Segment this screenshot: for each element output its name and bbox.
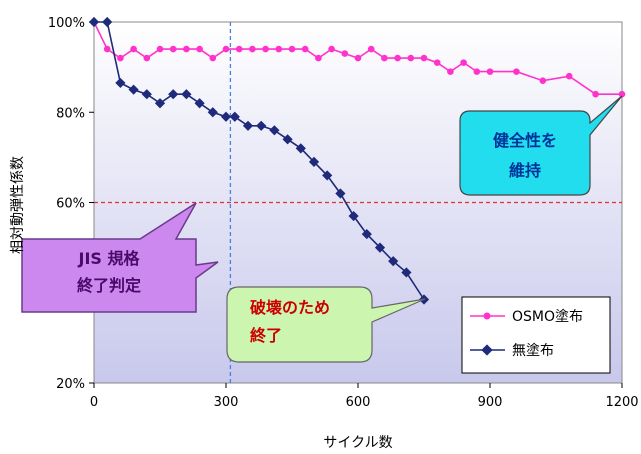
x-tick-label: 1200 [605, 395, 638, 410]
legend-nocoat-label: 無塗布 [512, 342, 554, 359]
data-point [196, 45, 203, 53]
callout-jis: JIS 規格 終了判定 [21, 202, 219, 313]
y-tick-label: 60% [56, 197, 85, 212]
data-point [565, 72, 573, 80]
data-point [282, 134, 293, 145]
data-point [141, 89, 152, 100]
callout-jis-line2: 終了判定 [77, 276, 141, 295]
data-point [143, 54, 151, 62]
data-point [288, 45, 296, 53]
data-point [249, 45, 256, 53]
data-point [207, 107, 218, 118]
legend-nocoat-marker [481, 344, 493, 356]
data-point [103, 45, 111, 53]
data-point [117, 54, 124, 62]
data-point [381, 54, 388, 62]
data-point [447, 68, 454, 75]
data-point [420, 54, 428, 62]
legend-osmo-label: OSMO塗布 [512, 308, 583, 325]
legend: OSMO塗布 無塗布 [461, 296, 611, 374]
callout-jis-shape [21, 202, 219, 313]
data-point [220, 111, 232, 122]
data-point [209, 54, 217, 62]
data-point [156, 45, 164, 53]
data-point [367, 45, 375, 53]
y-axis-title: 相対動弾性係数 [10, 156, 26, 254]
data-point [539, 77, 547, 84]
reference-lines [94, 22, 622, 383]
data-point [169, 45, 177, 53]
data-point [229, 111, 240, 122]
x-tick-label: 0 [90, 395, 98, 410]
data-point [183, 45, 190, 53]
data-point [394, 54, 401, 62]
data-point [275, 45, 283, 53]
callout-destroy-line1: 終了 [250, 326, 282, 345]
data-point [181, 89, 192, 100]
data-point [301, 45, 309, 53]
callout-integrity-line1: 健全性を [493, 131, 557, 150]
data-point [262, 45, 269, 53]
data-point [460, 59, 467, 66]
y-tick-label: 100% [48, 16, 85, 31]
y-tick-label: 80% [56, 106, 85, 121]
data-point [618, 90, 626, 98]
data-point [592, 90, 599, 98]
data-point [513, 68, 520, 75]
data-point [308, 156, 320, 167]
data-point [361, 228, 372, 240]
x-tick-label: 900 [478, 395, 503, 410]
data-point [130, 45, 137, 53]
data-point [194, 98, 205, 109]
callout-integrity: 健全性を 維持 [459, 95, 623, 196]
x-axis-title: サイクル数 [323, 435, 392, 451]
data-point [388, 256, 399, 267]
data-point [328, 45, 335, 53]
x-tick-label: 300 [214, 395, 239, 410]
callout-jis-line1: JIS 規格 [77, 249, 140, 268]
data-point [222, 45, 230, 53]
callout-integrity-shape [459, 95, 623, 196]
callout-destroy-line1: 破壊のため [250, 298, 330, 317]
data-point [473, 68, 481, 75]
callout-destroy: 破壊のため 終了 [226, 286, 426, 363]
data-point [401, 267, 412, 278]
series-osmo [90, 18, 626, 98]
data-point [315, 54, 322, 62]
data-point [168, 89, 179, 100]
legend-box [461, 296, 611, 374]
data-point [486, 68, 494, 75]
data-point [235, 45, 243, 53]
legend-osmo-marker [483, 312, 491, 320]
data-point [341, 50, 349, 57]
y-tick-label: 20% [56, 377, 85, 392]
x-tick-label: 600 [346, 395, 371, 410]
data-point [295, 143, 306, 154]
callout-destroy-shape [226, 286, 426, 363]
data-point [154, 98, 166, 109]
data-point [407, 54, 415, 62]
data-point [128, 84, 139, 95]
data-point [433, 59, 441, 66]
data-point [354, 54, 362, 62]
data-point [115, 77, 126, 89]
callout-integrity-line2: 維持 [509, 161, 541, 180]
